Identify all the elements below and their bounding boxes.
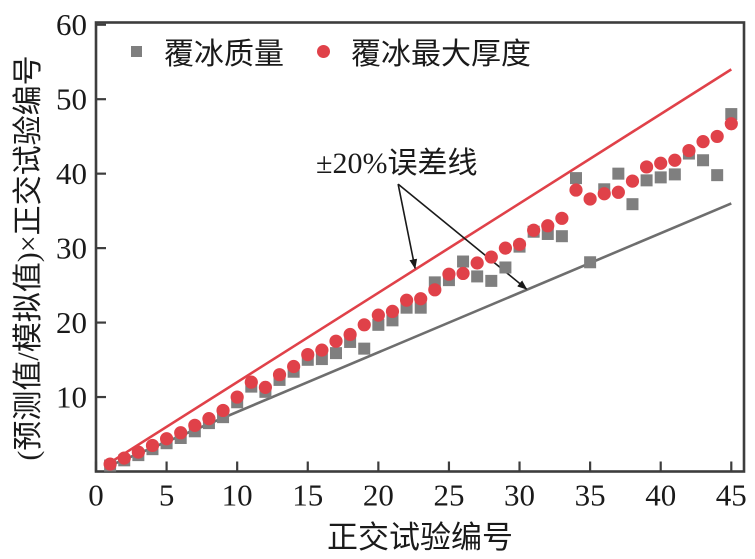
x-tick-label: 10 xyxy=(222,478,253,513)
data-point-ice-mass xyxy=(640,174,653,187)
x-tick-label: 25 xyxy=(433,478,464,513)
data-point-ice-thickness xyxy=(258,380,273,394)
y-tick-label: 50 xyxy=(56,82,87,117)
data-point-ice-mass xyxy=(315,353,328,366)
data-point-ice-thickness xyxy=(315,343,329,357)
data-point-ice-mass xyxy=(555,230,568,243)
square-marker-icon xyxy=(131,45,142,57)
circle-marker-icon xyxy=(317,44,330,58)
data-point-ice-mass xyxy=(499,261,512,274)
data-point-ice-thickness xyxy=(654,156,668,170)
data-point-ice-thickness xyxy=(639,160,654,174)
data-point-ice-thickness xyxy=(668,153,682,167)
data-point-ice-thickness xyxy=(724,117,738,131)
y-axis: 10 20 30 40 50 60 xyxy=(56,7,106,415)
data-point-ice-thickness xyxy=(442,267,456,281)
data-point-ice-thickness xyxy=(230,390,244,404)
series-ice-thickness xyxy=(103,117,738,471)
plot-frame xyxy=(94,21,746,473)
data-point-ice-mass xyxy=(457,255,470,268)
data-point-ice-thickness xyxy=(611,185,625,199)
data-point-ice-thickness xyxy=(625,174,640,188)
data-point-ice-thickness xyxy=(103,457,117,471)
y-tick-label: 60 xyxy=(56,7,87,42)
legend-label-ice-mass: 覆冰质量 xyxy=(164,38,284,71)
data-point-ice-thickness xyxy=(272,368,287,382)
data-point-ice-thickness xyxy=(512,237,527,251)
x-tick-label: 35 xyxy=(575,478,606,513)
data-point-ice-mass xyxy=(372,318,385,331)
data-point-ice-thickness xyxy=(527,223,541,237)
data-point-ice-thickness xyxy=(399,293,414,307)
data-point-ice-thickness xyxy=(287,359,301,374)
annotation-arrow xyxy=(397,183,418,270)
data-point-ice-thickness xyxy=(371,308,385,322)
data-point-ice-thickness xyxy=(583,192,597,206)
x-tick-label: 30 xyxy=(504,478,535,513)
data-point-ice-thickness xyxy=(597,187,611,201)
x-tick-label: 0 xyxy=(88,478,104,513)
x-tick-label: 45 xyxy=(716,478,747,513)
data-point-ice-thickness xyxy=(484,250,498,264)
data-point-ice-mass xyxy=(584,256,597,269)
data-point-ice-mass xyxy=(386,314,399,327)
data-point-ice-mass xyxy=(654,171,667,184)
data-point-ice-thickness xyxy=(456,266,470,281)
data-point-ice-thickness xyxy=(301,347,315,362)
error-line-upper xyxy=(106,68,732,466)
data-point-ice-thickness xyxy=(385,304,400,319)
data-point-ice-thickness xyxy=(216,403,230,418)
data-point-ice-thickness xyxy=(343,327,357,342)
y-tick-label: 20 xyxy=(56,305,87,340)
data-point-ice-mass xyxy=(668,168,681,181)
y-axis-title: (预测值/模拟值)×正交试验编号 xyxy=(12,55,45,461)
data-point-ice-thickness xyxy=(555,211,569,225)
data-point-ice-thickness xyxy=(202,412,216,426)
data-point-ice-thickness xyxy=(117,451,131,465)
data-point-ice-mass xyxy=(711,169,724,182)
data-point-ice-thickness xyxy=(414,292,428,306)
x-tick-label: 15 xyxy=(292,478,323,513)
x-tick-label: 20 xyxy=(363,478,394,513)
data-point-ice-thickness xyxy=(188,418,202,432)
data-point-ice-thickness xyxy=(145,438,160,453)
data-point-ice-thickness xyxy=(174,426,188,440)
y-tick-label: 10 xyxy=(56,380,87,415)
x-axis: 0 5 10 15 20 25 30 35 40 45 xyxy=(88,461,747,513)
x-tick-label: 40 xyxy=(645,478,676,513)
x-axis-title: 正交试验编号 xyxy=(327,520,513,555)
legend-item-ice-mass: 覆冰质量 xyxy=(131,34,284,71)
data-point-ice-mass xyxy=(626,198,639,211)
data-point-ice-mass xyxy=(570,172,582,185)
data-point-ice-mass xyxy=(414,301,427,314)
data-point-ice-thickness xyxy=(710,129,724,144)
data-point-ice-thickness xyxy=(470,256,484,270)
y-tick-label: 40 xyxy=(56,156,87,191)
data-point-ice-mass xyxy=(485,274,498,287)
error-band-annotation: ±20%误差线 xyxy=(316,147,478,180)
x-tick-label: 5 xyxy=(159,478,175,513)
data-point-ice-mass xyxy=(725,108,738,121)
data-point-ice-thickness xyxy=(696,135,710,149)
data-point-ice-mass xyxy=(471,270,484,283)
data-point-ice-thickness xyxy=(569,183,583,197)
legend-item-ice-thickness: 覆冰最大厚度 xyxy=(317,34,531,71)
data-point-ice-mass xyxy=(358,342,371,355)
data-point-ice-mass xyxy=(612,167,625,180)
data-point-ice-mass xyxy=(330,347,342,360)
data-point-ice-thickness xyxy=(682,143,696,158)
data-point-ice-thickness xyxy=(159,432,174,446)
y-tick-label: 30 xyxy=(56,231,87,266)
data-point-ice-thickness xyxy=(329,334,343,348)
data-point-ice-thickness xyxy=(498,241,513,255)
data-point-ice-thickness xyxy=(428,283,442,297)
data-point-ice-mass xyxy=(697,154,710,167)
data-point-ice-thickness xyxy=(131,445,145,459)
data-point-ice-thickness xyxy=(357,318,371,332)
data-point-ice-thickness xyxy=(541,219,555,233)
data-point-ice-thickness xyxy=(244,375,258,389)
legend-label-ice-thickness: 覆冰最大厚度 xyxy=(351,38,531,71)
